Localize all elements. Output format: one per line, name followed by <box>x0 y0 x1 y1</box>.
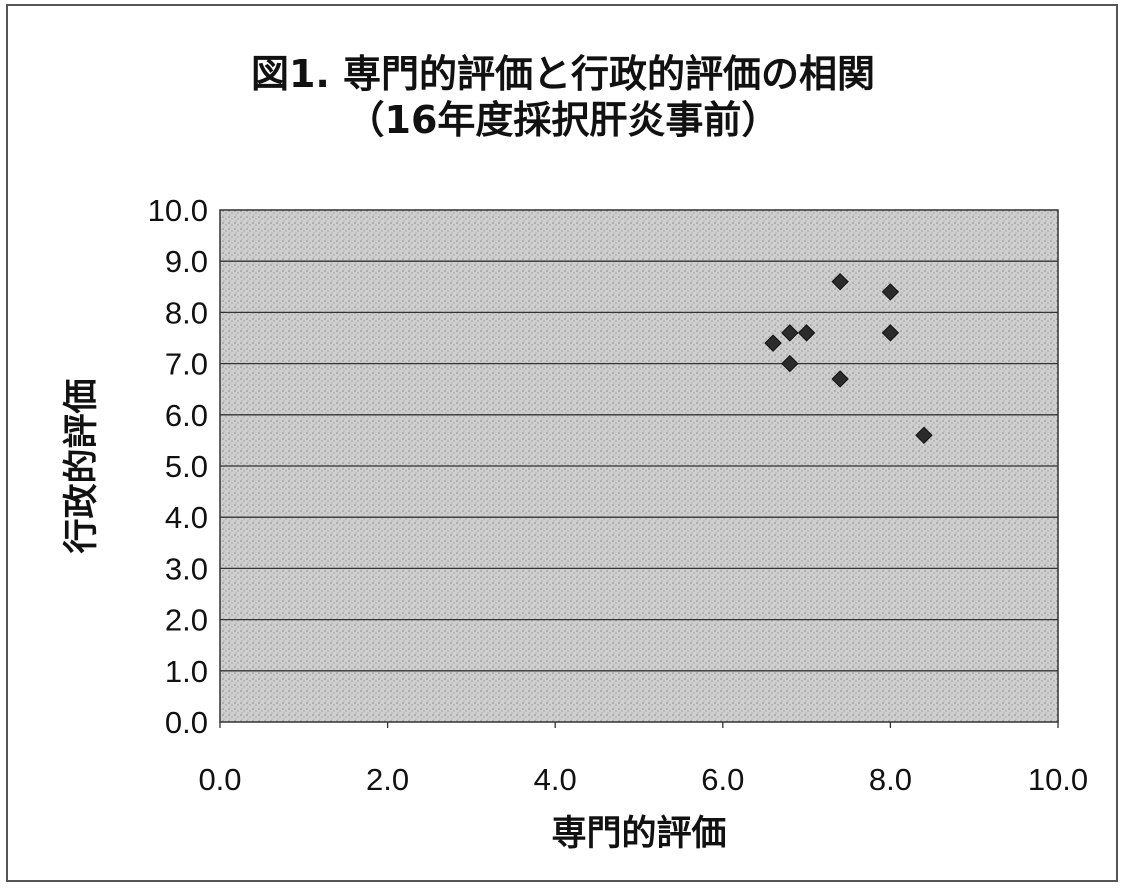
y-tick-label-7: 7.0 <box>165 347 208 382</box>
x-tick-label-2: 4.0 <box>534 762 577 797</box>
chart-subtitle: （16年度採択肝炎事前） <box>346 98 780 142</box>
data-point-5 <box>831 370 849 388</box>
data-point-2 <box>781 354 799 373</box>
x-tick-label-4: 8.0 <box>869 762 912 797</box>
data-points <box>764 272 933 444</box>
data-point-6 <box>881 283 900 301</box>
y-axis-ticks: 0.0 1.0 2.0 3.0 4.0 5.0 6.0 7.0 8.0 9.0 10.0 <box>148 193 208 740</box>
x-tick-label-1: 2.0 <box>366 762 409 797</box>
y-axis-label: 行政的評価 <box>62 378 102 553</box>
y-tick-label-4: 4.0 <box>165 500 208 535</box>
x-axis-label: 専門的評価 <box>551 814 726 854</box>
chart-title: 図1. 専門的評価と行政的評価の相関 <box>250 52 876 96</box>
y-tick-label-8: 8.0 <box>165 295 208 330</box>
data-point-0 <box>764 334 782 352</box>
y-tick-label-2: 2.0 <box>165 603 208 638</box>
x-tick-label-5: 10.0 <box>1028 762 1088 797</box>
y-tick-label-10: 10.0 <box>148 193 208 228</box>
data-point-8 <box>915 426 933 444</box>
y-tick-label-0: 0.0 <box>165 705 208 740</box>
data-point-3 <box>797 324 816 342</box>
x-tick-label-3: 6.0 <box>701 762 744 797</box>
data-point-7 <box>881 324 900 342</box>
x-tick-label-0: 0.0 <box>198 762 241 797</box>
x-axis-ticks: 0.0 2.0 4.0 6.0 8.0 10.0 <box>198 722 1088 797</box>
data-point-1 <box>781 324 799 342</box>
y-tick-label-3: 3.0 <box>165 551 208 586</box>
y-tick-label-9: 9.0 <box>165 244 208 279</box>
data-point-4 <box>831 272 849 291</box>
y-tick-label-6: 6.0 <box>165 398 208 433</box>
gridlines <box>220 260 1058 672</box>
y-tick-label-5: 5.0 <box>165 449 208 484</box>
y-tick-label-1: 1.0 <box>165 654 208 689</box>
